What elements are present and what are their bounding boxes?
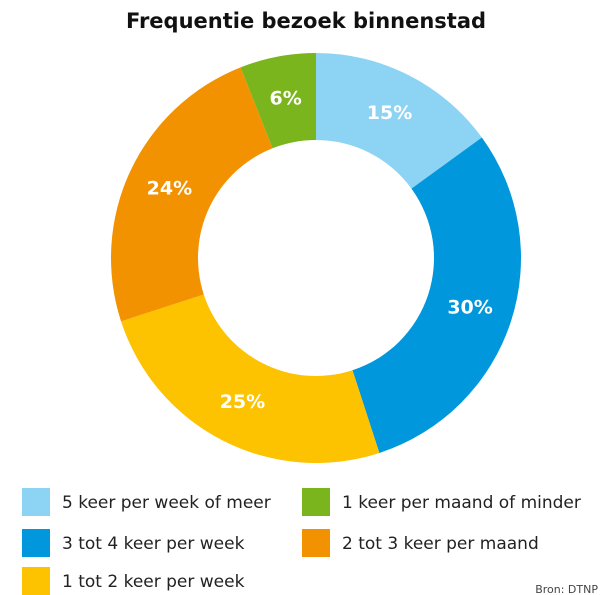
legend-swatch — [22, 567, 50, 595]
chart-title: Frequentie bezoek binnenstad — [126, 9, 486, 33]
slice — [110, 67, 273, 322]
data-label: 24% — [147, 178, 192, 200]
legend-swatch — [22, 488, 50, 516]
data-label: 30% — [447, 297, 492, 319]
data-label: 6% — [270, 87, 302, 109]
legend-label: 3 tot 4 keer per week — [62, 534, 245, 554]
slice — [316, 53, 482, 189]
legend-label: 1 keer per maand of minder — [342, 493, 581, 513]
legend-swatch — [22, 529, 50, 557]
legend-label: 2 tot 3 keer per maand — [342, 534, 539, 554]
slice — [352, 137, 521, 453]
slice — [121, 294, 380, 463]
legend-swatch — [302, 529, 330, 557]
legend-label: 5 keer per week of meer — [62, 493, 271, 513]
slice — [240, 53, 316, 149]
source: Bron: DTNP — [535, 583, 598, 595]
legend-swatch — [302, 488, 330, 516]
data-label: 25% — [220, 391, 265, 413]
data-label: 15% — [367, 102, 412, 124]
legend-label: 1 tot 2 keer per week — [62, 572, 245, 592]
